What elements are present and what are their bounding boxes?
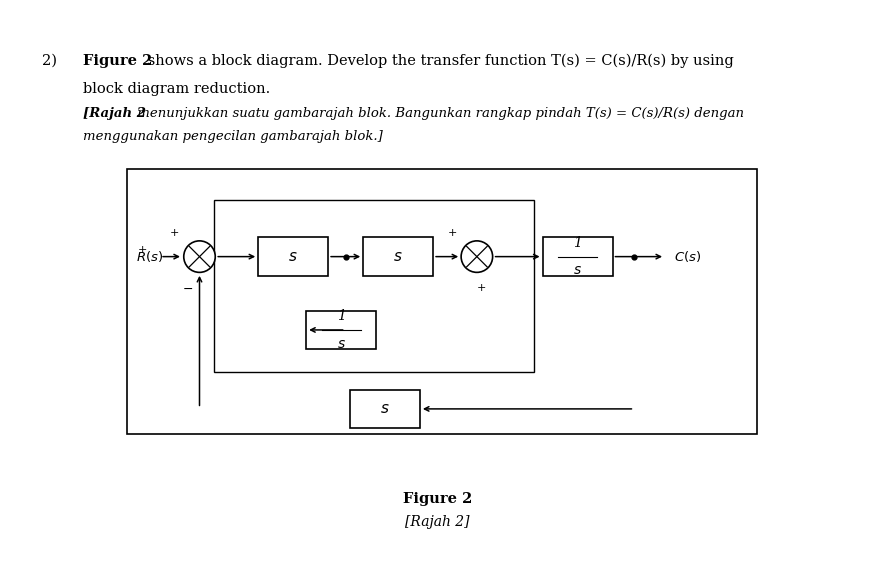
Bar [258, 237, 328, 276]
Text: block diagram reduction.: block diagram reduction. [83, 82, 270, 96]
Text: $s$: $s$ [381, 402, 390, 416]
Text: 1: 1 [337, 309, 346, 323]
Text: 2): 2) [42, 54, 57, 68]
Text: −: − [183, 283, 193, 296]
Text: $s$: $s$ [289, 250, 298, 263]
Text: +: + [170, 228, 179, 238]
Text: menunjukkan suatu gambarajah blok. Bangunkan rangkap pindah T(s) = C(s)/R(s) den: menunjukkan suatu gambarajah blok. Bangu… [133, 107, 744, 120]
Text: +: + [477, 283, 486, 293]
Ellipse shape [184, 241, 215, 272]
Text: [Rajah 2: [Rajah 2 [83, 107, 146, 120]
Text: +: + [138, 245, 148, 255]
Bar [363, 237, 433, 276]
Text: $R(s)$: $R(s)$ [136, 249, 163, 264]
Text: +: + [447, 228, 457, 238]
Text: $C(s)$: $C(s)$ [674, 249, 701, 264]
Text: $s$: $s$ [337, 337, 346, 351]
Text: Figure 2: Figure 2 [83, 54, 152, 68]
Bar [127, 169, 757, 434]
Bar [214, 200, 534, 372]
Bar [306, 311, 376, 349]
Text: shows a block diagram. Develop the transfer function T(s) = C(s)/R(s) by using: shows a block diagram. Develop the trans… [143, 54, 733, 68]
Text: menggunakan pengecilan gambarajah blok.]: menggunakan pengecilan gambarajah blok.] [83, 130, 383, 143]
Text: $s$: $s$ [573, 263, 582, 277]
Bar [350, 390, 420, 428]
Text: [Rajah 2]: [Rajah 2] [405, 515, 470, 528]
Bar [542, 237, 612, 276]
Text: $s$: $s$ [394, 250, 402, 263]
Text: Figure 2: Figure 2 [402, 492, 472, 506]
Ellipse shape [461, 241, 493, 272]
Text: 1: 1 [573, 236, 582, 250]
